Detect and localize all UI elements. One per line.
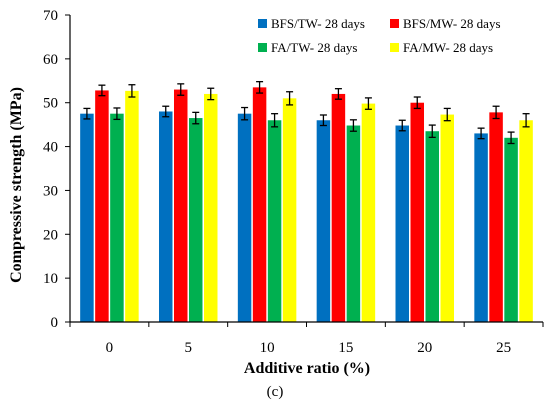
bar (519, 120, 533, 322)
bar (440, 114, 454, 322)
y-tick-label: 30 (43, 183, 58, 199)
chart: BFS/TW- 28 days BFS/MW- 28 days FA/TW- 28 … (8, 8, 544, 377)
bar (504, 137, 518, 322)
bar (489, 112, 503, 322)
bar (95, 90, 109, 322)
y-tick-label: 60 (43, 52, 58, 68)
bars (80, 87, 533, 323)
y-tick-label: 40 (43, 140, 58, 156)
x-ticks: 0 5 10 15 20 25 (69, 322, 544, 356)
bar (346, 125, 361, 323)
bar (395, 125, 409, 323)
error-bars (83, 81, 530, 145)
bar (361, 103, 376, 322)
bar (410, 102, 424, 322)
x-axis-label: Additive ratio (%) (244, 360, 370, 377)
legend-swatch (390, 19, 399, 28)
y-tick-label: 50 (43, 96, 58, 112)
legend-swatch (390, 43, 399, 52)
y-tick-label: 70 (43, 8, 58, 24)
bar (189, 118, 203, 322)
bar (425, 131, 439, 322)
bar (125, 90, 139, 322)
bar (204, 93, 218, 322)
bar (80, 113, 94, 322)
bar (174, 89, 188, 322)
legend-label: FA/MW- 28 days (403, 40, 493, 55)
bar (159, 111, 173, 322)
y-ticks: 0 10 20 30 40 50 60 70 (43, 8, 70, 331)
x-tick-label: 0 (106, 340, 114, 356)
legend-swatch (258, 19, 267, 28)
x-tick-label: 5 (185, 340, 193, 356)
bar (474, 133, 488, 322)
bar (267, 120, 282, 322)
axes (69, 15, 543, 323)
x-tick-label: 10 (260, 340, 275, 356)
y-tick-label: 10 (43, 271, 58, 287)
y-tick-label: 0 (51, 315, 59, 331)
legend-label: FA/TW- 28 days (271, 40, 357, 55)
y-tick-label: 20 (43, 227, 58, 243)
legend-label: BFS/MW- 28 days (403, 16, 501, 31)
bar (252, 87, 267, 322)
legend: BFS/TW- 28 days BFS/MW- 28 days FA/TW- 28 … (258, 16, 501, 55)
bar (282, 98, 297, 322)
x-tick-label: 25 (496, 340, 511, 356)
figure-caption: (c) (266, 384, 284, 400)
bar (331, 93, 346, 322)
x-tick-label: 15 (338, 340, 353, 356)
legend-label: BFS/TW- 28 days (271, 16, 365, 31)
x-tick-label: 20 (417, 340, 432, 356)
bar (237, 113, 252, 322)
bar (110, 113, 124, 322)
y-axis-label: Compressive strength (MPa) (8, 87, 25, 283)
legend-swatch (258, 43, 267, 52)
bar (316, 120, 331, 322)
